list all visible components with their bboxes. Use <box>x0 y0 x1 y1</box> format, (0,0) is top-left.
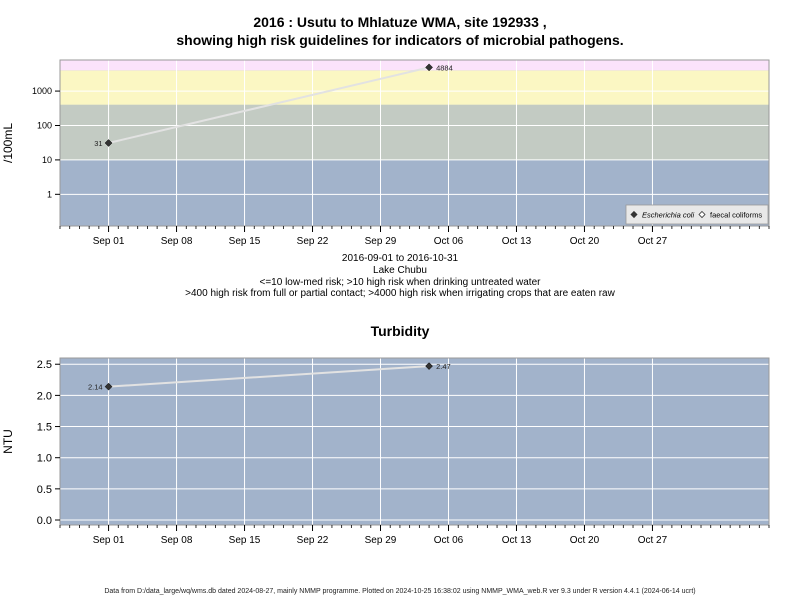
risk-band-3 <box>60 60 769 71</box>
x-tick-label: Oct 06 <box>434 236 464 247</box>
date-range-caption: 2016-09-01 to 2016-10-31 <box>341 253 459 264</box>
y-tick-label: 1 <box>47 189 52 199</box>
legend-marker-filled <box>630 210 638 219</box>
x-tick-label: Sep 15 <box>229 236 261 247</box>
risk-band-2 <box>60 70 769 105</box>
data-label: 2.14 <box>88 383 103 392</box>
legend-box <box>625 204 769 225</box>
y-tick-label: 2.5 <box>37 359 52 371</box>
x-tick-label: Oct 27 <box>638 236 668 247</box>
turbidity-chart: Sep 01 Sep 08 Sep 15 Sep 22 Sep 29 Oct 06 Oct … <box>1 357 770 546</box>
guideline-caption-1: <=10 low-med risk; >10 high risk when dr… <box>259 277 541 288</box>
x-tick-label: Sep 22 <box>297 236 329 247</box>
x-tick-label: Sep 08 <box>161 236 193 247</box>
x-tick-label: Sep 29 <box>365 236 397 247</box>
data-point <box>425 362 433 370</box>
risk-band-1 <box>60 104 769 160</box>
x-tick-label: Oct 13 <box>502 236 532 247</box>
legend-marker-open <box>698 210 706 219</box>
y-tick-label: 1000 <box>32 86 52 96</box>
plot-frame <box>59 59 770 227</box>
chart-title-line2: showing high risk guidelines for indicat… <box>176 32 624 48</box>
x-tick-label: Oct 27 <box>638 535 668 546</box>
y-tick-label: 2.0 <box>37 390 52 402</box>
x-tick-label: Sep 29 <box>365 535 397 546</box>
x-tick-label: Sep 15 <box>229 535 261 546</box>
x-tick-label: Oct 20 <box>570 236 600 247</box>
series-line-0 <box>108 365 430 388</box>
turbidity-title: Turbidity <box>370 323 430 339</box>
y-tick-label: 0.0 <box>37 515 52 527</box>
y-tick-label: 1.0 <box>37 453 52 465</box>
y-tick-label: 100 <box>37 120 52 130</box>
site-name-caption: Lake Chubu <box>373 265 427 276</box>
legend-label: Escherichia coli <box>642 211 694 220</box>
x-tick-label: Oct 06 <box>434 535 464 546</box>
y-tick-label: 0.5 <box>37 484 52 496</box>
ecoli-chart: Sep 01 Sep 08 Sep 15 Sep 22 Sep 29 Oct 06 Oct … <box>1 59 770 247</box>
x-tick-label: Sep 08 <box>161 535 193 546</box>
data-point <box>104 382 113 391</box>
y-tick-label: 10 <box>42 155 52 165</box>
legend-label: faecal coliforms <box>710 211 762 220</box>
data-label: 2.47 <box>436 362 451 371</box>
footer-note: Data from D:/data_large/wq/wms.db dated … <box>104 588 696 595</box>
data-point <box>104 139 113 147</box>
x-tick-label: Oct 20 <box>570 535 600 546</box>
x-tick-label: Sep 01 <box>93 535 125 546</box>
y-axis-label: /100mL <box>1 123 15 163</box>
y-tick-label: 1.5 <box>37 422 52 434</box>
series-line-0 <box>108 66 430 144</box>
plot-background <box>60 358 769 525</box>
x-tick-label: Sep 01 <box>93 236 125 247</box>
y-axis-label: NTU <box>1 429 15 454</box>
x-tick-label: Oct 13 <box>502 535 532 546</box>
chart-title-line1: 2016 : Usutu to Mhlatuze WMA, site 19293… <box>253 14 547 30</box>
x-tick-label: Sep 22 <box>297 535 329 546</box>
guideline-caption-2: >400 high risk from full or partial cont… <box>185 288 615 299</box>
plot-frame <box>59 357 770 526</box>
data-point <box>425 63 433 72</box>
data-label: 31 <box>94 139 102 148</box>
data-label: 4884 <box>436 63 453 72</box>
